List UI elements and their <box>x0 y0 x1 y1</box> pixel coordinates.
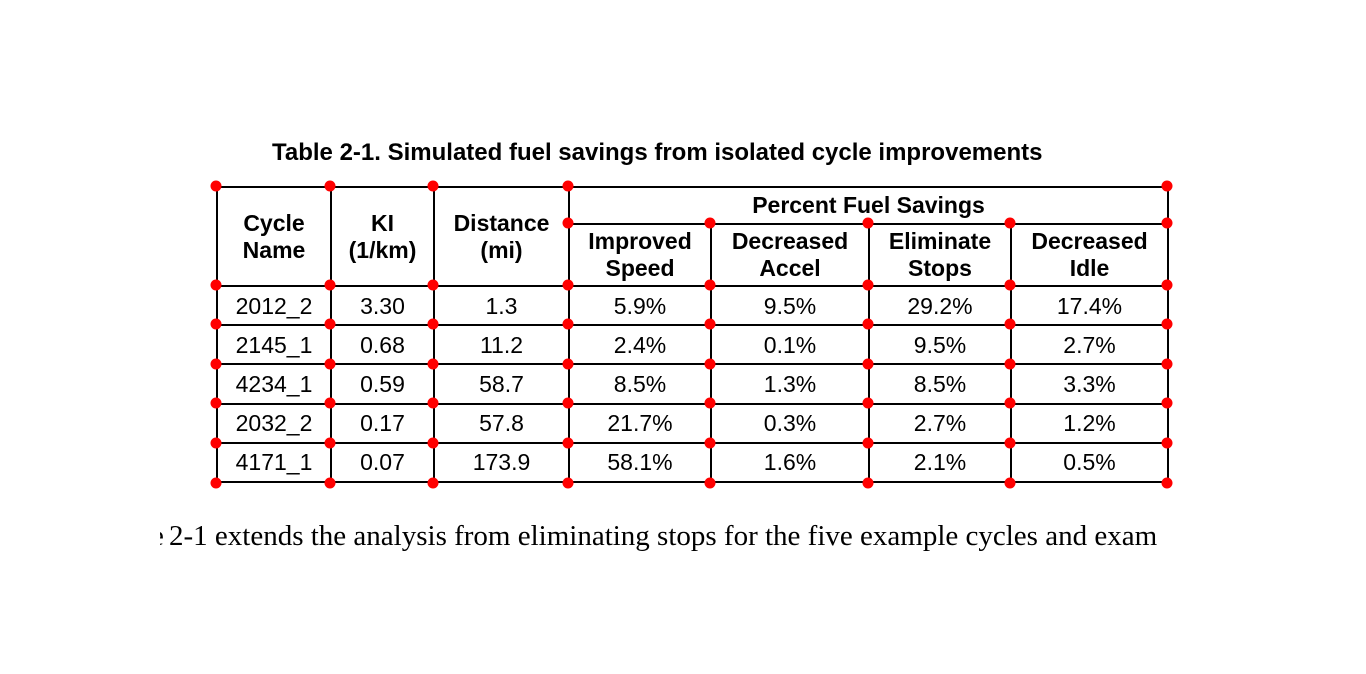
cell-cycle-name: 4234_1 <box>216 363 332 405</box>
cell-decreased-accel: 1.6% <box>710 441 870 484</box>
cell-improved-speed: 21.7% <box>568 402 712 444</box>
cell-decreased-idle: 2.7% <box>1009 324 1170 366</box>
cell-distance: 1.3 <box>433 284 570 327</box>
cell-cycle-name: 4171_1 <box>216 441 332 484</box>
cell-distance: 11.2 <box>433 324 570 366</box>
table-row: 2012_2 3.30 1.3 5.9% 9.5% 29.2% 17.4% <box>216 284 1170 327</box>
cell-improved-speed: 2.4% <box>568 324 712 366</box>
body-paragraph: e2-1 extends the analysis from eliminati… <box>160 518 1157 554</box>
cell-improved-speed: 58.1% <box>568 441 712 484</box>
col-header-improved-speed: Improved Speed <box>568 223 712 287</box>
cell-eliminate-stops: 2.1% <box>868 441 1012 484</box>
col-header-decreased-idle: Decreased Idle <box>1009 223 1170 287</box>
cell-ki: 3.30 <box>330 284 435 327</box>
col-header-ki: KI (1/km) <box>330 186 435 287</box>
header-row-sub: Improved Speed Decreased Accel Eliminate… <box>217 223 1170 287</box>
fuel-savings-table-container: Cycle Name KI (1/km) Distance (mi) Perce… <box>210 180 1173 489</box>
col-group-header-percent-fuel-savings: Percent Fuel Savings <box>567 186 1170 225</box>
cell-distance: 58.7 <box>433 363 570 405</box>
cell-improved-speed: 5.9% <box>568 284 712 327</box>
table-row: 2032_2 0.17 57.8 21.7% 0.3% 2.7% 1.2% <box>216 402 1170 444</box>
table-caption: Table 2-1. Simulated fuel savings from i… <box>272 139 1043 166</box>
cell-decreased-idle: 1.2% <box>1009 402 1170 444</box>
fuel-savings-table: Cycle Name KI (1/km) Distance (mi) Perce… <box>216 186 1170 484</box>
cell-improved-speed: 8.5% <box>568 363 712 405</box>
header-row-group: Cycle Name KI (1/km) Distance (mi) Perce… <box>216 186 1170 287</box>
cell-decreased-accel: 0.3% <box>710 402 870 444</box>
cell-decreased-accel: 1.3% <box>710 363 870 405</box>
cell-eliminate-stops: 2.7% <box>868 402 1012 444</box>
cell-eliminate-stops: 9.5% <box>868 324 1012 366</box>
cell-distance: 57.8 <box>433 402 570 444</box>
col-header-distance: Distance (mi) <box>433 186 570 287</box>
col-header-eliminate-stops: Eliminate Stops <box>868 223 1012 287</box>
cell-distance: 173.9 <box>433 441 570 484</box>
cell-decreased-idle: 3.3% <box>1009 363 1170 405</box>
cell-decreased-accel: 9.5% <box>710 284 870 327</box>
cell-decreased-accel: 0.1% <box>710 324 870 366</box>
cell-eliminate-stops: 8.5% <box>868 363 1012 405</box>
cell-cycle-name: 2032_2 <box>216 402 332 444</box>
table-row: 4171_1 0.07 173.9 58.1% 1.6% 2.1% 0.5% <box>216 441 1170 484</box>
cell-ki: 0.59 <box>330 363 435 405</box>
cell-decreased-idle: 0.5% <box>1009 441 1170 484</box>
table-row: 4234_1 0.59 58.7 8.5% 1.3% 8.5% 3.3% <box>216 363 1170 405</box>
paragraph-text: 2-1 extends the analysis from eliminatin… <box>169 520 1158 552</box>
cell-eliminate-stops: 29.2% <box>868 284 1012 327</box>
cell-ki: 0.68 <box>330 324 435 366</box>
cell-cycle-name: 2012_2 <box>216 284 332 327</box>
col-header-cycle-name: Cycle Name <box>216 186 332 287</box>
cell-decreased-idle: 17.4% <box>1009 284 1170 327</box>
cell-ki: 0.07 <box>330 441 435 484</box>
table-row: 2145_1 0.68 11.2 2.4% 0.1% 9.5% 2.7% <box>216 324 1170 366</box>
cell-cycle-name: 2145_1 <box>216 324 332 366</box>
cell-ki: 0.17 <box>330 402 435 444</box>
col-header-decreased-accel: Decreased Accel <box>710 223 870 287</box>
clipped-word-fragment: e <box>160 518 165 554</box>
